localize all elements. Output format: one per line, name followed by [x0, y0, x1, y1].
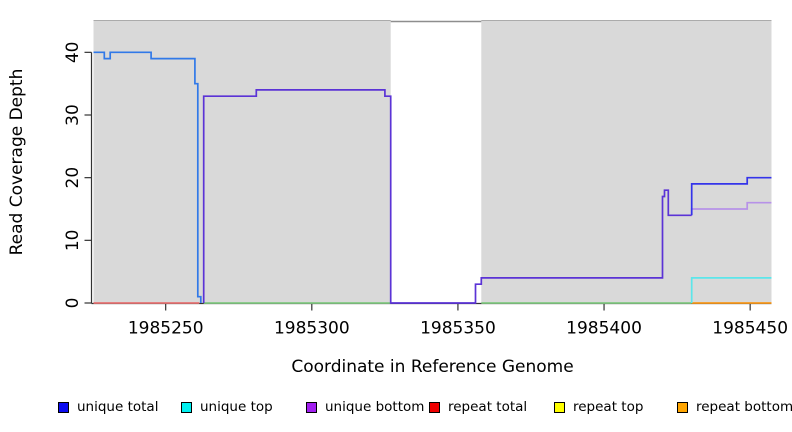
legend-label-unique-top: unique top	[200, 399, 273, 415]
legend-label-repeat-bottom: repeat bottom	[696, 399, 792, 415]
coverage-depth-chart: 0 10 20 30 40 1985250 1985300 1985350 1985400 198…	[7, 20, 788, 377]
x-tick-label-1985450: 1985450	[712, 319, 788, 339]
x-tick-label-1985400: 1985400	[566, 319, 642, 339]
legend-swatch-repeat-bottom	[677, 401, 688, 413]
legend-label-unique-bottom: unique bottom	[325, 399, 425, 415]
x-tick-label-1985350: 1985350	[420, 319, 496, 339]
series-unique-bottom-with-total-overlap	[202, 89, 692, 304]
y-tick-label-10: 10	[63, 230, 83, 252]
legend-swatch-unique-total	[58, 401, 69, 413]
series-unique-top	[690, 277, 772, 303]
legend-item-unique-top: unique top	[181, 398, 273, 416]
series-unique-total-right	[690, 176, 772, 216]
legend-label-unique-total: unique total	[77, 399, 159, 415]
legend-swatch-repeat-top	[554, 401, 565, 413]
coverage-region-1	[481, 20, 772, 304]
series-unique-total-left	[93, 51, 202, 303]
legend-label-repeat-total: repeat total	[448, 399, 528, 415]
x-tick-label-1985300: 1985300	[274, 319, 350, 339]
legend-swatch-unique-bottom	[306, 401, 317, 413]
y-tick-label-0: 0	[63, 298, 83, 309]
legend-swatch-unique-top	[181, 401, 192, 413]
legend-item-unique-total: unique total	[58, 398, 158, 416]
legend-item-repeat-bottom: repeat bottom	[677, 398, 792, 416]
y-axis-title: Read Coverage Depth	[7, 69, 27, 256]
legend-item-unique-bottom: unique bottom	[306, 398, 424, 416]
y-tick-label-30: 30	[63, 104, 83, 126]
coverage-region-0	[93, 20, 391, 304]
chart-legend: unique total unique top unique bottom re…	[0, 398, 792, 422]
y-tick-label-20: 20	[63, 167, 83, 189]
x-tick-label-1985250: 1985250	[128, 319, 204, 339]
legend-item-repeat-top: repeat top	[554, 398, 643, 416]
legend-swatch-repeat-total	[429, 401, 440, 413]
y-tick-label-40: 40	[63, 42, 83, 64]
x-axis-title: Coordinate in Reference Genome	[291, 357, 573, 377]
legend-item-repeat-total: repeat total	[429, 398, 527, 416]
legend-label-repeat-top: repeat top	[573, 399, 644, 415]
